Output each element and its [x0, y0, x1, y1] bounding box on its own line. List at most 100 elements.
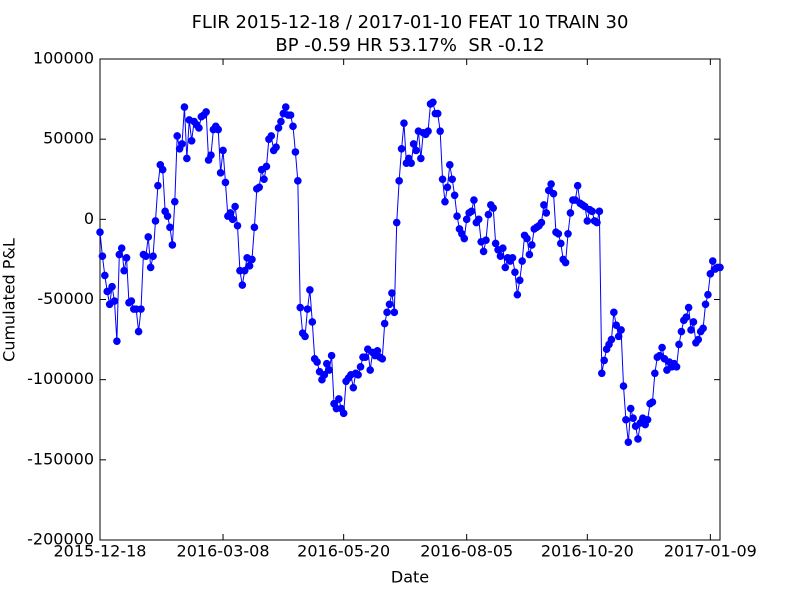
point	[482, 236, 490, 244]
point	[446, 161, 454, 169]
point	[588, 207, 596, 216]
point	[566, 209, 575, 217]
y-axis-label: Cumulated P&L	[0, 238, 19, 362]
point	[542, 209, 551, 217]
point	[392, 218, 401, 227]
point	[600, 356, 609, 365]
point	[515, 276, 524, 285]
point	[306, 286, 314, 294]
point	[453, 212, 461, 220]
point	[260, 175, 268, 184]
point	[675, 340, 683, 349]
point	[716, 263, 724, 272]
point	[151, 217, 160, 225]
point	[262, 162, 271, 171]
point	[540, 201, 548, 209]
point	[470, 196, 478, 204]
point	[499, 244, 507, 252]
point	[554, 229, 563, 238]
point	[684, 303, 693, 312]
point	[286, 111, 295, 119]
point	[651, 369, 659, 378]
point	[122, 254, 131, 262]
point	[134, 327, 143, 336]
point	[595, 207, 604, 216]
point	[289, 122, 297, 131]
point	[267, 132, 276, 140]
point	[233, 221, 242, 230]
point	[180, 103, 189, 111]
point	[216, 169, 225, 177]
point	[226, 209, 235, 217]
point	[564, 229, 572, 238]
point	[115, 250, 124, 259]
point	[322, 359, 331, 368]
point	[303, 305, 312, 313]
point	[433, 109, 442, 118]
point	[178, 140, 186, 148]
point	[614, 332, 623, 341]
point	[137, 305, 145, 313]
point	[460, 234, 469, 243]
point	[296, 303, 305, 312]
point	[699, 324, 707, 333]
point	[701, 300, 710, 309]
point	[301, 332, 309, 341]
point	[412, 146, 420, 155]
y-tick-label: -200000	[27, 530, 94, 549]
point	[144, 233, 153, 241]
point	[424, 127, 432, 135]
point	[103, 287, 112, 296]
point	[474, 215, 483, 224]
point	[501, 263, 510, 272]
x-tick-label: 2016-05-20	[297, 542, 390, 561]
point	[313, 358, 321, 366]
point	[231, 202, 239, 211]
point	[214, 125, 223, 134]
x-tick-label: 2016-03-08	[177, 542, 270, 561]
point	[677, 327, 686, 336]
point	[120, 266, 128, 275]
point	[320, 371, 329, 379]
point	[467, 207, 476, 216]
point	[619, 382, 628, 390]
point	[388, 289, 396, 297]
y-tick-label: 0	[84, 209, 94, 228]
point	[511, 268, 519, 277]
y-tick-label: -100000	[27, 369, 94, 388]
point	[429, 98, 437, 107]
point	[335, 395, 343, 403]
point	[407, 159, 416, 168]
point	[496, 252, 505, 261]
point	[556, 239, 565, 248]
point	[166, 223, 174, 232]
point	[146, 263, 155, 272]
x-tick-label: 2017-01-09	[664, 542, 757, 561]
point	[462, 215, 471, 224]
point	[183, 154, 191, 163]
point	[607, 335, 616, 344]
point	[547, 180, 555, 188]
point	[127, 297, 136, 305]
point	[395, 177, 403, 185]
point	[438, 175, 447, 184]
point	[612, 321, 621, 329]
point	[96, 228, 104, 236]
x-tick-label: 2016-08-05	[420, 542, 513, 561]
y-tick-label: -150000	[27, 449, 94, 468]
point	[221, 178, 230, 187]
point	[682, 313, 691, 321]
point	[158, 165, 167, 174]
point	[108, 282, 116, 291]
point	[373, 347, 382, 355]
point	[549, 189, 558, 198]
point	[356, 363, 365, 371]
point	[610, 308, 618, 317]
point	[366, 366, 374, 374]
point	[706, 270, 715, 278]
point	[400, 119, 408, 127]
point	[583, 217, 592, 225]
series-line	[99, 101, 720, 443]
point	[622, 415, 630, 424]
point	[634, 435, 642, 443]
